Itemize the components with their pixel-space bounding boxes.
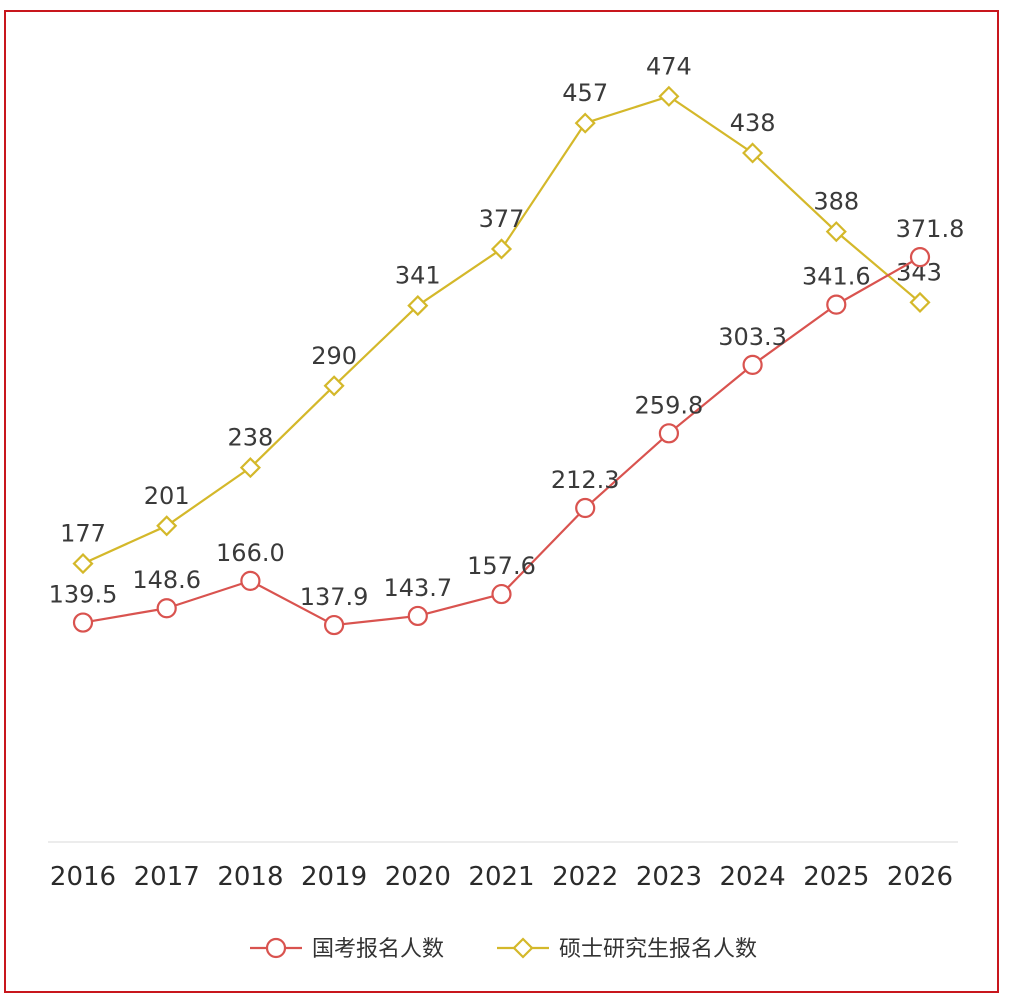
x-tick-label-2017: 2017	[134, 862, 200, 892]
data-label: 371.8	[896, 215, 965, 243]
data-point-diamond	[742, 142, 764, 164]
data-point-diamond	[825, 221, 847, 243]
data-point-diamond	[72, 553, 94, 575]
data-label: 377	[479, 205, 525, 233]
x-tick-label-2018: 2018	[217, 862, 283, 892]
x-tick-label-2026: 2026	[887, 862, 953, 892]
data-label: 290	[311, 342, 357, 370]
data-label: 457	[562, 79, 608, 107]
legend: 国考报名人数 硕士研究生报名人数	[250, 937, 757, 962]
legend-item-1[interactable]: 硕士研究生报名人数	[497, 937, 757, 962]
series-line	[82, 95, 921, 565]
data-point-circle	[826, 294, 847, 315]
x-tick-label-2021: 2021	[468, 862, 534, 892]
x-tick-label-2025: 2025	[803, 862, 869, 892]
legend-label: 国考报名人数	[312, 937, 444, 962]
data-label: 341.6	[802, 263, 871, 291]
data-point-diamond	[490, 238, 513, 260]
data-label: 238	[227, 424, 273, 452]
data-label: 139.5	[49, 581, 118, 609]
data-point-circle	[72, 612, 94, 633]
series-layer: 177201238290341377457474438388343139.514…	[49, 52, 965, 636]
legend-circle-icon	[265, 937, 287, 959]
data-label: 201	[144, 482, 190, 510]
data-point-diamond	[658, 85, 680, 107]
data-point-circle	[156, 598, 177, 619]
x-tick-label-2023: 2023	[636, 862, 702, 892]
data-label: 166.0	[216, 539, 285, 567]
data-point-circle	[575, 497, 596, 519]
data-label: 438	[730, 109, 776, 137]
data-point-diamond	[574, 112, 596, 134]
legend-label: 硕士研究生报名人数	[559, 937, 757, 962]
x-tick-label-2024: 2024	[720, 862, 786, 892]
x-tick-label-2022: 2022	[552, 862, 618, 892]
data-point-diamond	[239, 457, 261, 479]
data-label: 148.6	[132, 566, 201, 594]
data-label: 259.8	[635, 391, 704, 419]
legend-item-0[interactable]: 国考报名人数	[250, 937, 444, 962]
data-point-circle	[742, 354, 763, 375]
data-point-circle	[491, 583, 512, 605]
x-tick-label-2020: 2020	[385, 862, 451, 892]
data-label: 303.3	[718, 323, 787, 351]
data-label: 388	[813, 188, 859, 216]
data-point-diamond	[909, 291, 931, 313]
data-label: 143.7	[383, 574, 452, 602]
data-point-circle	[658, 423, 680, 444]
x-tick-label-2016: 2016	[50, 862, 116, 892]
data-label: 157.6	[467, 552, 536, 580]
chart-frame	[4, 10, 999, 993]
data-label: 212.3	[551, 466, 620, 494]
data-point-circle	[407, 605, 428, 627]
data-point-circle	[324, 614, 345, 636]
x-tick-label-2019: 2019	[301, 862, 367, 892]
data-label: 177	[60, 520, 106, 548]
data-point-diamond	[156, 515, 178, 537]
series-guokao: 139.5 148.6 166.0 137.9 143.7 157.6 212.3 259.8…	[49, 215, 965, 636]
data-point-circle	[240, 570, 261, 591]
data-point-circle	[909, 247, 931, 268]
data-point-diamond	[407, 295, 429, 317]
data-point-diamond	[323, 375, 345, 397]
data-label: 137.9	[300, 583, 369, 611]
x-tick-labels: 2016 2017 2018 2019 2020 2021 2022 2023 2024 2025…	[50, 862, 953, 892]
data-label: 474	[646, 52, 692, 80]
data-label: 341	[395, 262, 441, 290]
legend-diamond-icon	[512, 937, 534, 959]
